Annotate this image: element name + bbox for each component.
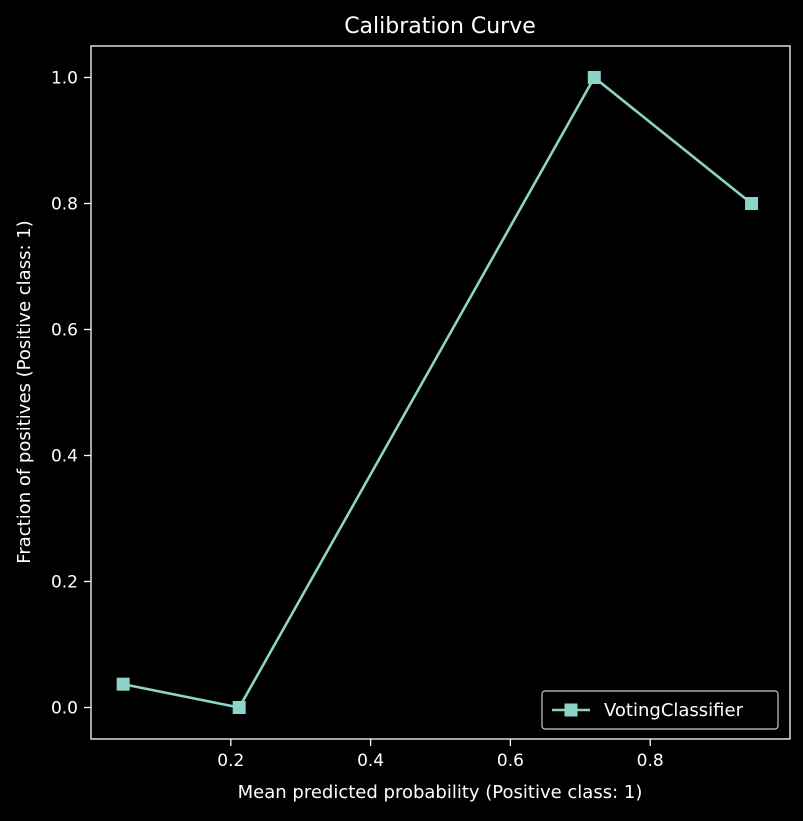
x-tick-label: 0.4 [357,751,384,771]
data-point [116,677,130,691]
y-tick-label: 0.2 [51,573,78,593]
y-axis-label: Fraction of positives (Positive class: 1… [14,220,35,563]
x-axis-label: Mean predicted probability (Positive cla… [238,782,643,803]
series-line [122,75,753,709]
legend-box [541,690,779,730]
plot-area: 0.2 0.4 0.6 0.8 0.0 0.2 0.4 0.6 0.8 1.0 VotingClas… [51,45,791,771]
x-tick-label: 0.2 [217,751,244,771]
data-point [745,197,759,210]
data-point [232,701,246,714]
legend-label: VotingClassifier [604,700,744,721]
x-tick-label: 0.6 [497,751,524,771]
y-tick-label: 0.4 [51,447,78,467]
x-tick-label: 0.8 [637,751,664,771]
y-tick-label: 1.0 [51,69,78,89]
axes-frame [90,45,791,740]
chart-title: Calibration Curve [344,14,536,39]
data-point [587,71,601,84]
y-tick-label: 0.6 [51,321,78,341]
y-tick-label: 0.8 [51,195,78,215]
y-tick-label: 0.0 [51,699,78,719]
legend-marker [564,703,578,717]
